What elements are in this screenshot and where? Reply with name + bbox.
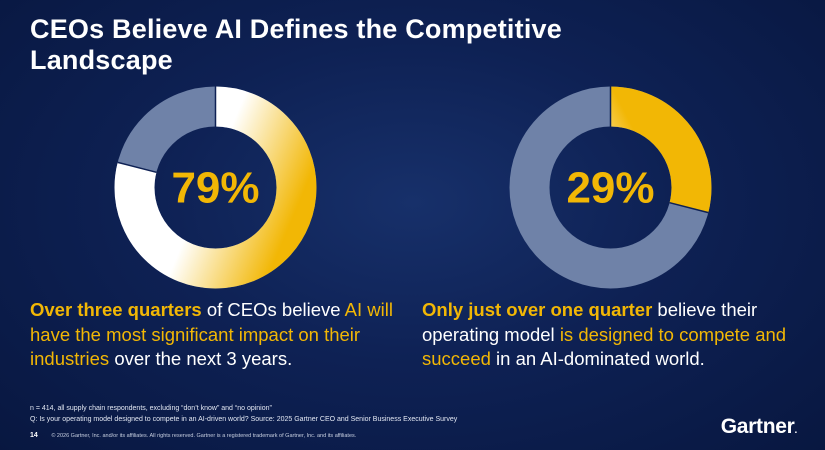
donut-chart-2: 29% bbox=[508, 85, 713, 290]
slide-title: CEOs Believe AI Defines the Competitive … bbox=[30, 14, 562, 75]
caption-1: Over three quarters of CEOs believe AI w… bbox=[30, 298, 410, 372]
slice-separator bbox=[117, 161, 157, 174]
footnote-source: Q: Is your operating model designed to c… bbox=[30, 416, 458, 423]
logo-mark: . bbox=[794, 425, 798, 436]
caption-2: Only just over one quarter believe their… bbox=[422, 298, 807, 372]
copyright-text: © 2026 Gartner, Inc. and/or its affiliat… bbox=[51, 433, 357, 439]
caption-2-middle: believe their operating model bbox=[422, 299, 758, 345]
caption-2-bold: Only just over one quarter bbox=[422, 299, 653, 320]
logo-text: Gartner bbox=[720, 415, 795, 438]
footer-line: 14 © 2026 Gartner, Inc. and/or its affil… bbox=[30, 432, 356, 439]
slice-separator bbox=[669, 201, 709, 214]
caption-2-suffix: in an AI-dominated world. bbox=[490, 348, 705, 369]
gartner-logo: Gartner. bbox=[720, 415, 798, 439]
donut-center-label: 79% bbox=[171, 164, 259, 213]
donut-center-label: 29% bbox=[566, 164, 654, 213]
donut-svg: 29% bbox=[509, 86, 712, 289]
caption-1-highlight: AI will have the most significant impact… bbox=[30, 299, 393, 369]
page-number: 14 bbox=[30, 432, 38, 439]
donut-svg: 79% bbox=[114, 86, 317, 289]
caption-1-bold: Over three quarters bbox=[30, 299, 202, 320]
caption-1-suffix: over the next 3 years. bbox=[109, 348, 293, 369]
donut-chart-1: 79% bbox=[113, 85, 318, 290]
caption-1-middle: of CEOs believe bbox=[201, 299, 345, 320]
footnote-sample: n = 414, all supply chain respondents, e… bbox=[30, 405, 272, 412]
caption-2-highlight: is designed to compete and succeed bbox=[422, 323, 787, 370]
